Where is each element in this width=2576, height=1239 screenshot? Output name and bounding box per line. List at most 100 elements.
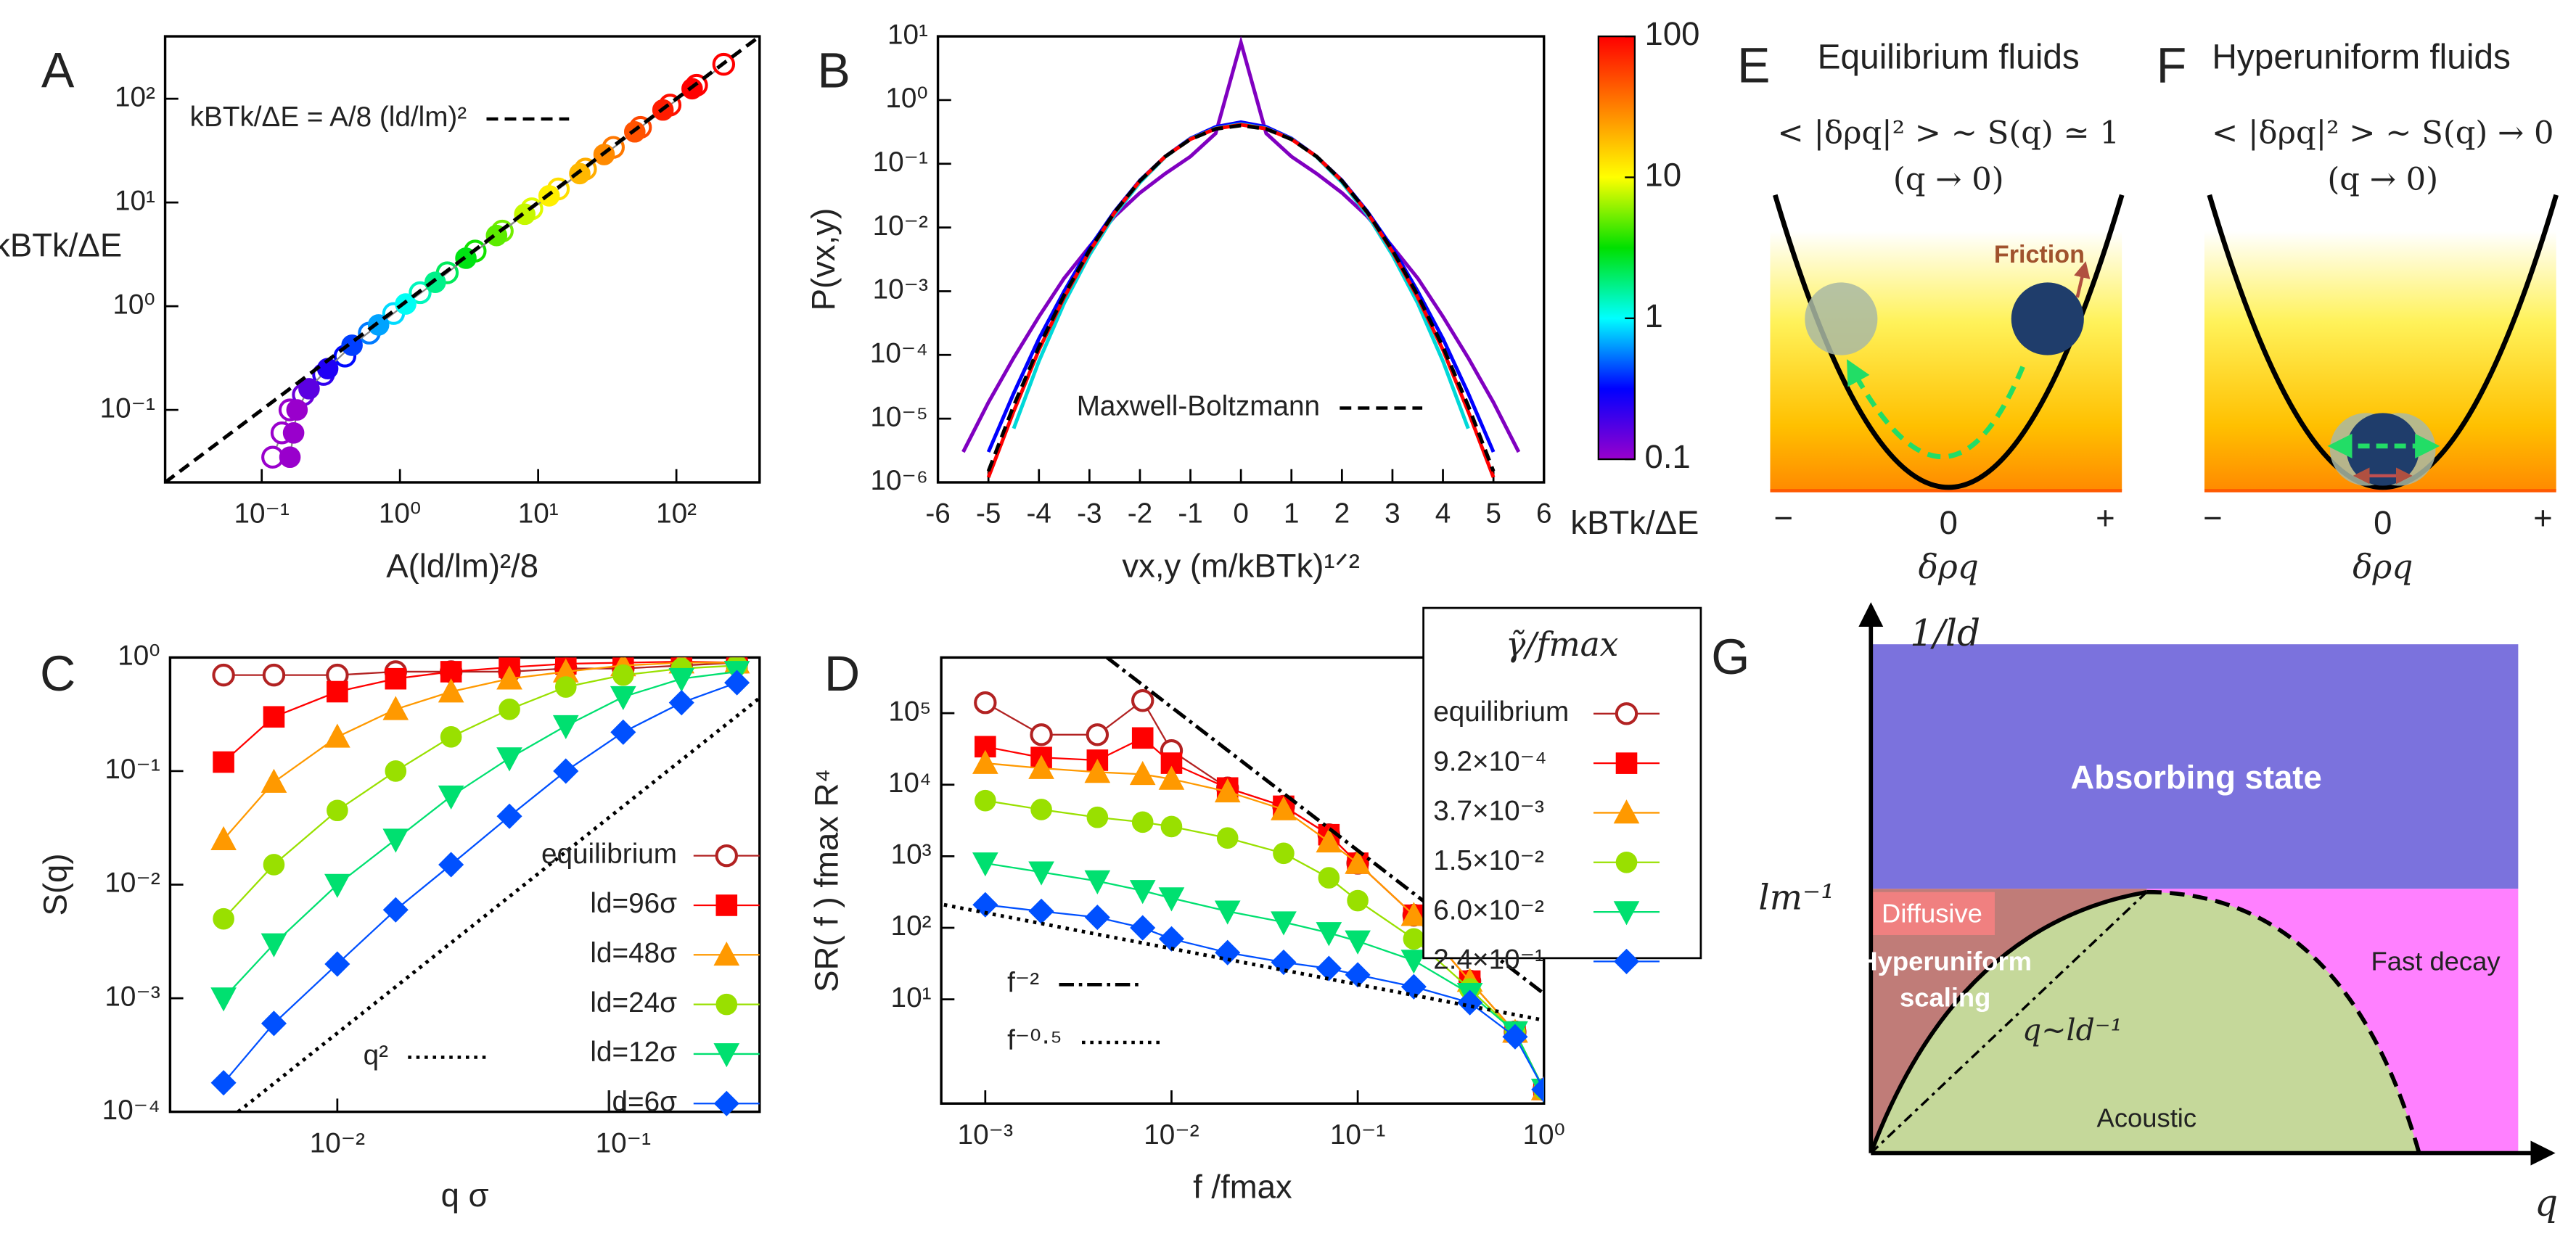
- marker: [1615, 851, 1638, 873]
- marker: [713, 1090, 739, 1116]
- axis-tick: 0: [1940, 504, 1958, 541]
- marker: [1347, 889, 1369, 912]
- scaling-line: [1870, 891, 2148, 1154]
- plot-area: [165, 36, 760, 482]
- particle: [2011, 282, 2084, 355]
- marker: [1345, 930, 1371, 955]
- series-line: [237, 696, 760, 1112]
- marker: [1613, 901, 1640, 926]
- x-axis-label: f /fmax: [1193, 1169, 1292, 1206]
- title: Equilibrium fluids: [1818, 38, 2080, 77]
- y-tick-label: 10⁻¹: [100, 392, 155, 424]
- marker: [1086, 806, 1109, 828]
- panel-label: E: [1737, 38, 1771, 94]
- legend-label: ld=6σ: [606, 1086, 677, 1117]
- marker: [438, 852, 464, 878]
- marker: [1131, 689, 1154, 712]
- panel-label: D: [824, 646, 860, 701]
- y-tick-label: 10⁻³: [104, 981, 160, 1012]
- marker: [1028, 861, 1054, 886]
- marker: [210, 987, 237, 1012]
- region-label: Hyperuniform: [1858, 946, 2032, 976]
- y-axis-label: SR( f ) fmax R⁴: [808, 769, 845, 992]
- marker: [610, 719, 636, 745]
- x-tick-label: 10¹: [518, 498, 559, 530]
- marker: [1131, 727, 1154, 749]
- x-tick-label: 0: [1233, 498, 1249, 530]
- x-tick-label: 10⁰: [379, 498, 422, 530]
- marker: [367, 314, 390, 336]
- x-tick-label: 10⁻¹: [234, 498, 290, 530]
- series-line: [165, 36, 760, 482]
- y-tick-label: 10⁻⁶: [871, 465, 928, 496]
- marker: [385, 760, 407, 782]
- marker: [668, 667, 695, 693]
- marker: [279, 446, 301, 469]
- axis-label: δρq: [1919, 548, 1979, 586]
- marker: [1129, 761, 1156, 786]
- marker: [438, 785, 464, 810]
- legend-label: Maxwell-Boltzmann: [1077, 391, 1320, 422]
- colorbar-tick-label: 1: [1645, 297, 1663, 334]
- axis-tick: 0: [2374, 504, 2392, 541]
- y-tick-label: 10⁻¹: [873, 147, 928, 178]
- series-line: [223, 664, 737, 920]
- marker: [1615, 702, 1638, 725]
- x-tick-label: 10⁻¹: [596, 1127, 651, 1158]
- potential-well: [2207, 194, 2559, 490]
- x-tick-label: 10⁻¹: [1330, 1119, 1385, 1150]
- x-axis-label: vx,y (m/kBTk)¹ᐟ²: [1122, 547, 1360, 584]
- limit: (q → 0): [1893, 161, 2004, 197]
- legend-label: 2.4×10⁻¹: [1433, 944, 1544, 976]
- legend-label: f⁻⁰·⁵: [1007, 1025, 1062, 1056]
- marker: [261, 768, 287, 793]
- panel-label: B: [817, 44, 850, 99]
- x-tick-label: 10⁻³: [958, 1119, 1013, 1150]
- boundary: [1869, 889, 2147, 1154]
- marker: [1160, 752, 1183, 774]
- legend-label: ld=96σ: [590, 888, 677, 919]
- region-label: Fast decay: [2371, 946, 2501, 976]
- x-tick-label: 5: [1485, 498, 1501, 530]
- marker: [552, 715, 579, 739]
- x-tick-label: 6: [1536, 498, 1552, 530]
- marker: [261, 933, 287, 958]
- series-line: [943, 902, 1544, 1022]
- marker: [1615, 752, 1638, 774]
- panel-e: E Equilibrium fluids < |δρq|² > ~ S(q) ≃…: [1737, 38, 2125, 586]
- y-axis-label: 1/ld: [1910, 612, 1980, 654]
- y-tick-label: 10⁻⁴: [870, 338, 928, 369]
- plot-frame: [936, 35, 1546, 484]
- marker: [713, 941, 740, 966]
- marker: [286, 399, 308, 421]
- x-tick-label: 3: [1385, 498, 1400, 530]
- marker: [1028, 898, 1054, 924]
- x-tick-label: 10⁰: [1522, 1119, 1565, 1150]
- colorbar-label: kBTk/ΔE: [1570, 504, 1699, 541]
- x-tick-label: -5: [976, 498, 1001, 530]
- marker: [713, 1043, 740, 1068]
- y-axis-label: P(vx,y): [805, 208, 842, 311]
- marker: [213, 751, 234, 773]
- axis-tick: −: [2203, 499, 2223, 536]
- marker: [263, 854, 285, 876]
- series-line: [961, 36, 1521, 453]
- marker: [1129, 880, 1156, 905]
- marker: [610, 686, 636, 711]
- x-axis-label: A(ld/lm)²/8: [386, 547, 538, 584]
- marker: [1318, 867, 1340, 889]
- legend-label: 1.5×10⁻²: [1433, 845, 1544, 876]
- legend-label: f⁻²: [1007, 968, 1039, 999]
- marker: [440, 726, 462, 748]
- series-line: [223, 660, 737, 763]
- marker: [1502, 1024, 1528, 1050]
- marker: [1214, 900, 1241, 925]
- marker: [715, 894, 738, 916]
- marker: [1403, 928, 1425, 950]
- marker: [298, 378, 320, 400]
- x-tick-label: 10²: [656, 498, 697, 530]
- plot-area: [943, 657, 1544, 1103]
- series-line: [986, 123, 1496, 472]
- marker: [438, 678, 464, 703]
